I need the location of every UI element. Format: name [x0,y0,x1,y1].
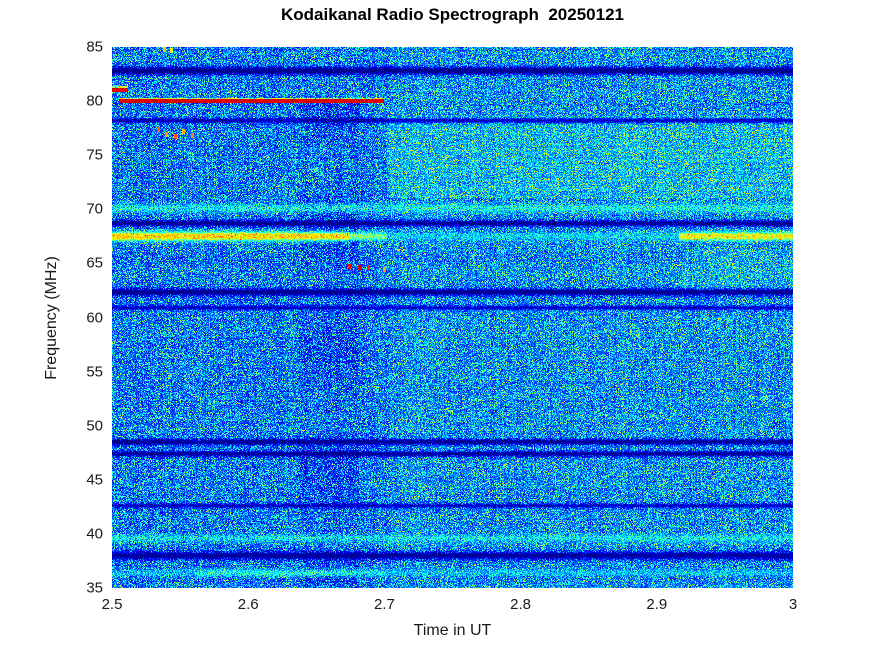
x-tick-label: 2.9 [646,596,668,613]
x-tick-label: 2.5 [101,596,123,613]
y-tick-label: 75 [86,146,103,164]
y-tick-label: 35 [86,579,103,597]
y-tick-label: 70 [86,200,103,218]
y-tick-label: 65 [86,254,103,272]
x-tick-label: 3 [788,596,798,613]
y-tick-label: 85 [86,38,103,56]
x-axis-label: Time in UT [413,622,492,639]
y-tick-label: 40 [86,525,103,543]
spectrogram-canvas [112,47,793,588]
x-tick-label: 2.7 [373,596,395,613]
y-tick-label: 55 [86,363,103,381]
y-tick-label: 45 [86,471,103,489]
y-tick-label: 80 [86,92,103,110]
y-tick-label: 50 [86,417,103,435]
y-axis-label: Frequency (MHz) [43,255,60,380]
y-tick-label: 60 [86,309,103,326]
chart-title: Kodaikanal Radio Spectrograph 20250121 [281,5,624,24]
x-tick-label: 2.8 [510,596,532,613]
x-tick-label: 2.6 [237,596,259,613]
